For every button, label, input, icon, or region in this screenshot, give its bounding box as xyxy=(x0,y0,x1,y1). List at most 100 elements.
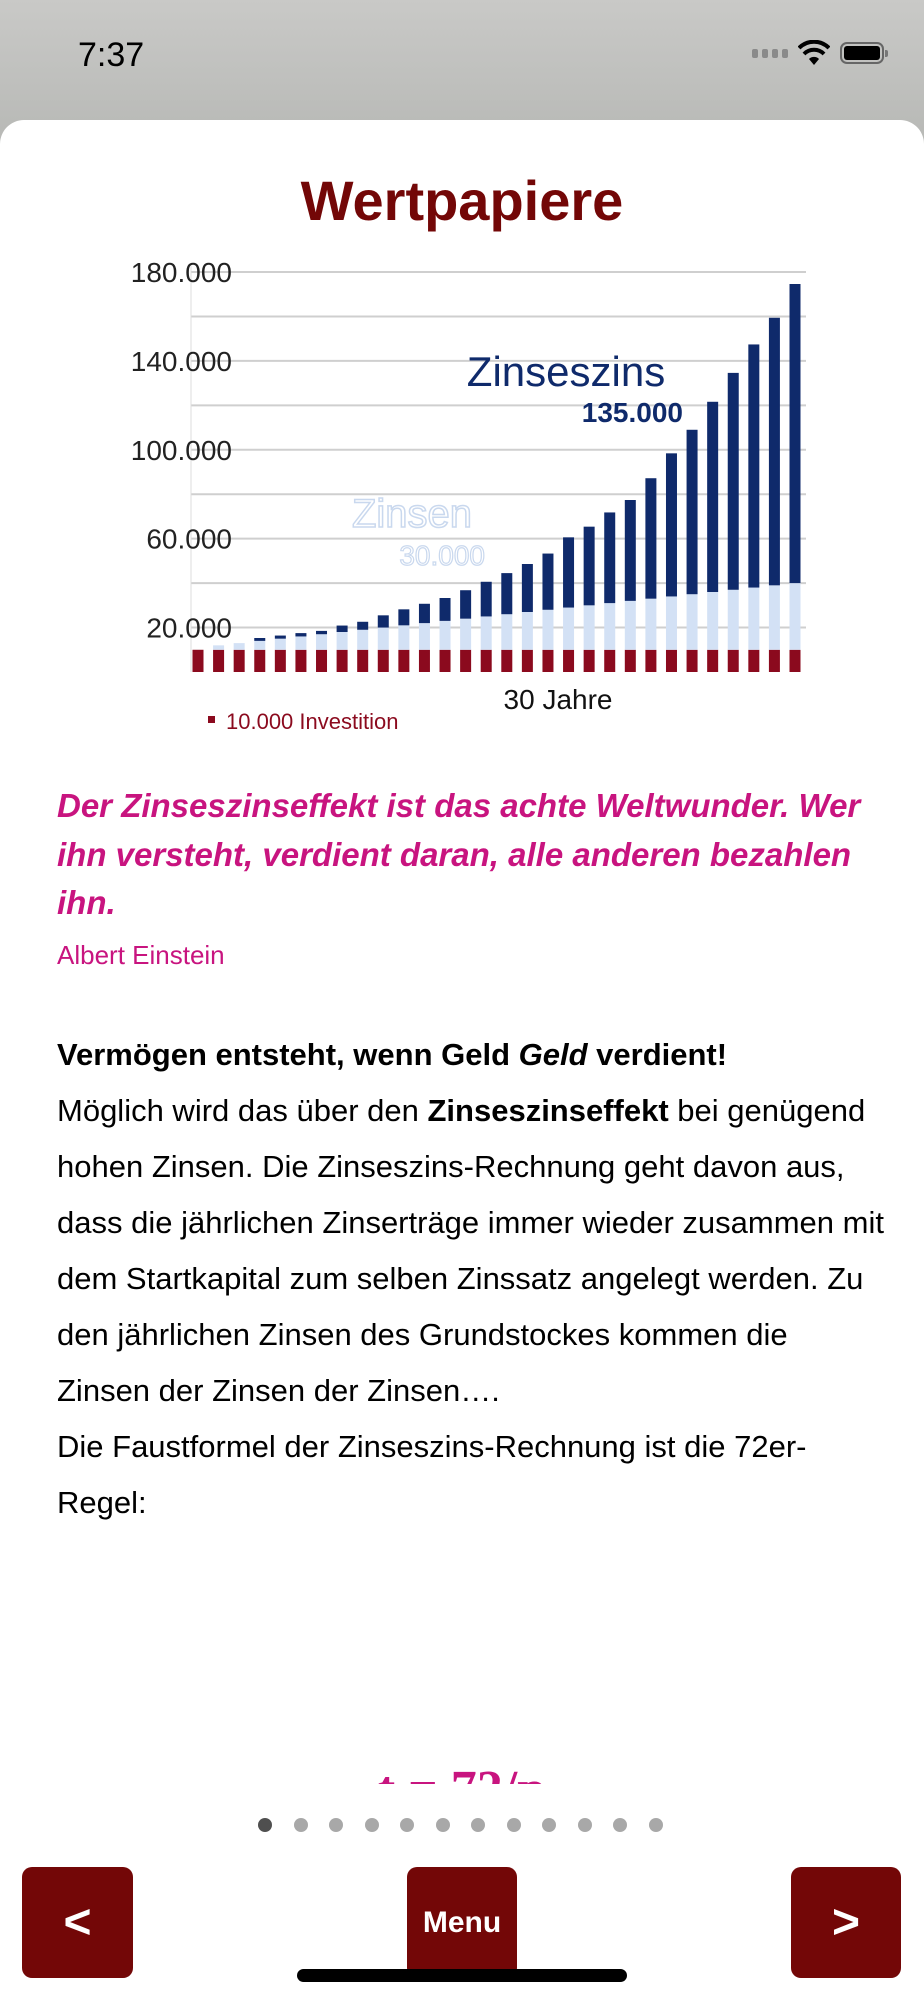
page-dot[interactable] xyxy=(364,1818,379,1832)
bar-zinsen xyxy=(624,600,636,650)
status-time: 7:37 xyxy=(78,36,145,74)
bar-zinsen xyxy=(316,634,328,650)
bar-investition xyxy=(727,649,739,672)
page-title: Wertpapiere xyxy=(300,169,624,232)
page-dot[interactable] xyxy=(648,1818,663,1832)
paragraph-text: Möglich wird das über den xyxy=(57,1093,428,1128)
quote-text: Der Zinseszinseffekt ist das achte Weltw… xyxy=(57,787,861,921)
article-heading: Vermögen entsteht, wenn Geld Geld verdie… xyxy=(57,1027,887,1083)
y-tick-label: 60.000 xyxy=(146,524,232,555)
bar-investition xyxy=(274,649,286,672)
bar-zinseszins xyxy=(357,621,369,630)
bar-zinsen xyxy=(563,607,575,650)
bar-zinseszins xyxy=(295,633,307,637)
bar-zinseszins xyxy=(254,638,266,641)
annotation-zinsen: Zinsen xyxy=(352,492,472,536)
bar-zinseszins xyxy=(439,598,451,621)
bar-zinseszins xyxy=(624,500,636,601)
bar-zinsen xyxy=(645,598,657,650)
bar-investition xyxy=(316,649,328,672)
annotation-zinseszins: Zinseszins xyxy=(467,348,665,395)
bar-zinsen xyxy=(274,638,286,650)
bar-zinsen xyxy=(295,636,307,650)
bar-zinsen xyxy=(357,629,369,650)
bar-investition xyxy=(418,649,430,672)
battery-icon xyxy=(840,42,888,64)
bar-zinsen xyxy=(398,625,410,650)
bar-zinsen xyxy=(583,605,595,650)
bar-investition xyxy=(521,649,533,672)
bar-zinsen xyxy=(768,585,780,650)
bar-zinsen xyxy=(604,603,616,650)
bar-investition xyxy=(748,649,760,672)
compound-interest-chart: 20.000 60.000 100.000 140.000 180.000 Zinsesz… xyxy=(131,257,806,734)
bar-zinseszins xyxy=(377,615,389,628)
bar-investition xyxy=(336,649,348,672)
page-dot[interactable] xyxy=(471,1818,485,1832)
home-indicator[interactable] xyxy=(297,1969,627,1982)
bar-zinseszins xyxy=(480,581,492,617)
y-tick-label: 140.000 xyxy=(131,346,232,377)
paragraph-text-end: bei genügend hohen Zinsen. Die Zinseszin… xyxy=(57,1093,884,1408)
bar-zinsen xyxy=(213,645,225,650)
bar-zinsen xyxy=(542,609,554,650)
bar-zinsen xyxy=(501,614,513,650)
bar-zinseszins xyxy=(398,609,410,626)
page-dot[interactable] xyxy=(258,1818,272,1832)
heading-italic: Geld xyxy=(518,1037,588,1072)
bar-investition xyxy=(665,649,677,672)
bar-investition xyxy=(542,649,554,672)
bar-zinsen xyxy=(377,627,389,650)
bar-investition xyxy=(377,649,389,672)
wifi-icon xyxy=(798,40,830,65)
bar-zinsen xyxy=(727,589,739,650)
bar-investition xyxy=(686,649,698,672)
annotation-zinseszins-value: 135.000 xyxy=(582,397,683,428)
bar-zinseszins xyxy=(645,478,657,599)
x-axis-label: 30 Jahre xyxy=(504,684,613,715)
bar-investition xyxy=(398,649,410,672)
previous-button[interactable]: < xyxy=(22,1867,133,1978)
y-tick-label: 100.000 xyxy=(131,435,232,466)
bar-investition xyxy=(480,649,492,672)
article-body: Vermögen entsteht, wenn Geld Geld verdie… xyxy=(57,1027,887,1531)
bar-zinsen xyxy=(686,594,698,650)
bar-zinseszins xyxy=(542,553,554,610)
paragraph-bold: Zinseszinseffekt xyxy=(427,1093,669,1128)
bar-zinseszins xyxy=(460,590,472,619)
page-dot[interactable] xyxy=(542,1818,556,1832)
status-icons xyxy=(752,40,888,66)
bar-zinseszins xyxy=(727,372,739,590)
bar-investition xyxy=(295,649,307,672)
bar-zinseszins xyxy=(501,573,513,615)
annotation-zinsen-value: 30.000 xyxy=(399,540,485,571)
bar-investition xyxy=(583,649,595,672)
page-dot[interactable] xyxy=(613,1818,627,1832)
formula: t = 72/p xyxy=(0,1750,924,1784)
next-button[interactable]: > xyxy=(791,1867,901,1978)
bar-zinsen xyxy=(521,612,533,650)
page-dot[interactable] xyxy=(435,1818,450,1832)
bar-investition xyxy=(439,649,451,672)
bar-investition xyxy=(460,649,472,672)
bar-zinseszins xyxy=(521,564,533,612)
page-dot[interactable] xyxy=(506,1818,521,1832)
bar-investition xyxy=(254,649,266,672)
bar-investition xyxy=(213,649,225,672)
page-dot[interactable] xyxy=(293,1818,308,1832)
legend-swatch xyxy=(208,716,215,723)
bar-zinsen xyxy=(439,620,451,650)
page-dot[interactable] xyxy=(577,1818,592,1832)
menu-button[interactable]: Menu xyxy=(407,1867,517,1978)
bar-zinsen xyxy=(254,640,266,650)
page-dot[interactable] xyxy=(400,1818,414,1832)
bar-zinseszins xyxy=(563,537,575,608)
page-indicator[interactable] xyxy=(258,1818,663,1832)
bar-zinseszins xyxy=(748,344,760,588)
quote-author: Albert Einstein xyxy=(57,940,225,970)
bar-investition xyxy=(707,649,719,672)
bar-zinseszins xyxy=(336,625,348,632)
bar-investition xyxy=(645,649,657,672)
page-dot[interactable] xyxy=(329,1818,343,1832)
bar-investition xyxy=(789,649,801,672)
